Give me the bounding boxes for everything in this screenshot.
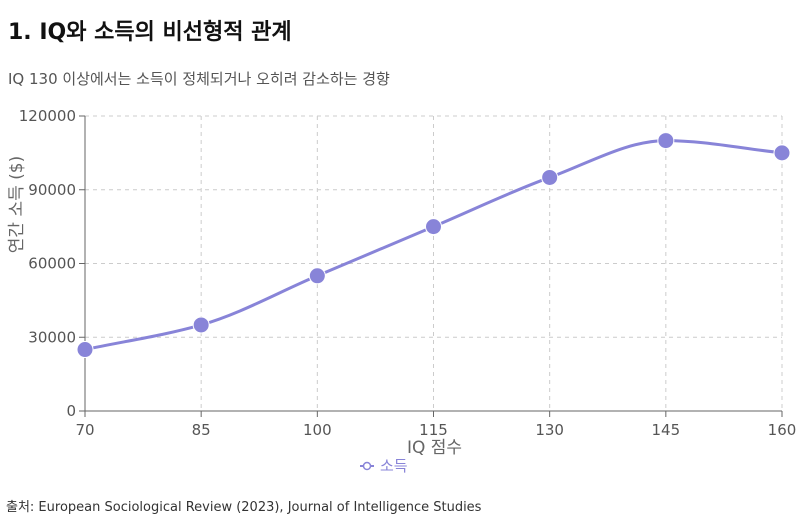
x-tick-label: 100 [303,421,332,439]
y-tick-label: 90000 [28,181,76,199]
legend-marker [362,461,372,471]
legend-label: 소득 [380,457,408,475]
x-axis-title: IQ 점수 [407,438,462,458]
line-chart: 0 30000 60000 90000 120000 70 85 100 115 130 145 16… [7,107,797,475]
chart-subtitle: IQ 130 이상에서는 소득이 정체되거나 오히려 감소하는 경향 [8,70,390,88]
x-tick-label: 70 [75,421,94,439]
grid-lines [85,115,783,411]
income-data-point [773,144,791,162]
y-tick-label: 120000 [19,107,76,125]
tick-labels: 0 30000 60000 90000 120000 70 85 100 115 130 145 16… [19,107,797,439]
legend[interactable]: 소득 [360,457,408,475]
x-tick-label: 115 [419,421,448,439]
x-tick-label: 160 [768,421,797,439]
x-tick-label: 130 [535,421,564,439]
axes [79,115,783,417]
source-note: 출처: European Sociological Review (2023),… [6,500,482,515]
income-data-point [541,168,559,186]
income-data-point [192,316,210,334]
x-tick-label: 145 [652,421,681,439]
x-tick-label: 85 [192,421,211,439]
income-data-point [308,267,326,285]
income-data-point [76,341,94,359]
chart-title: 1. IQ와 소득의 비선형적 관계 [8,20,292,45]
y-tick-label: 0 [66,402,76,420]
y-tick-label: 60000 [28,255,76,273]
income-data-point [657,132,675,150]
y-axis-title: 연간 소득 ($) [7,156,27,253]
series-layer [76,132,791,359]
income-data-point [425,218,442,236]
y-tick-label: 30000 [28,328,76,346]
